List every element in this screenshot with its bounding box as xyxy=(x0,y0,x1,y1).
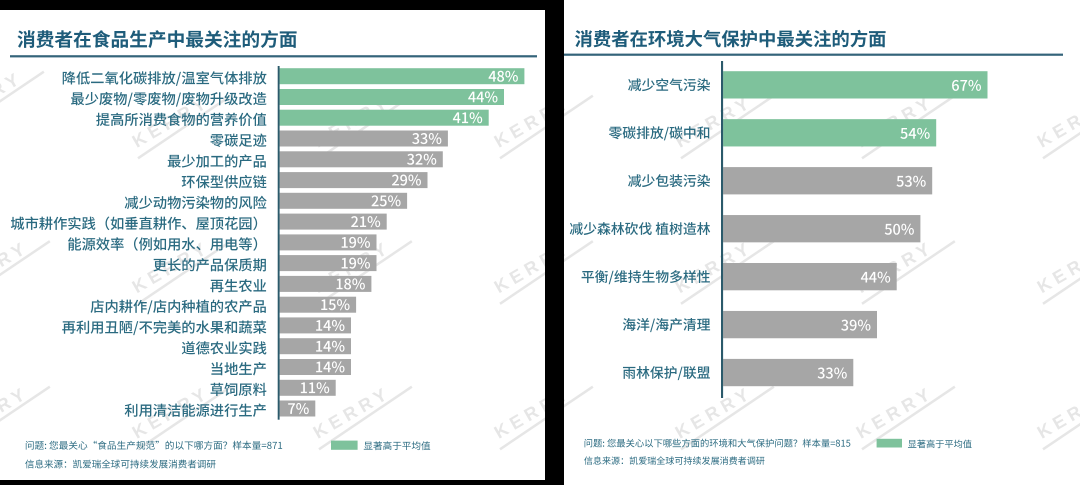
svg-text:KERRY: KERRY xyxy=(1034,237,1080,297)
svg-text:KERRY: KERRY xyxy=(853,382,938,442)
svg-text:KERRY: KERRY xyxy=(1034,91,1080,151)
svg-text:KERRY: KERRY xyxy=(0,237,32,297)
svg-text:KERRY: KERRY xyxy=(1034,382,1080,442)
svg-text:KERRY: KERRY xyxy=(672,382,757,442)
svg-text:KERRY: KERRY xyxy=(0,382,32,442)
